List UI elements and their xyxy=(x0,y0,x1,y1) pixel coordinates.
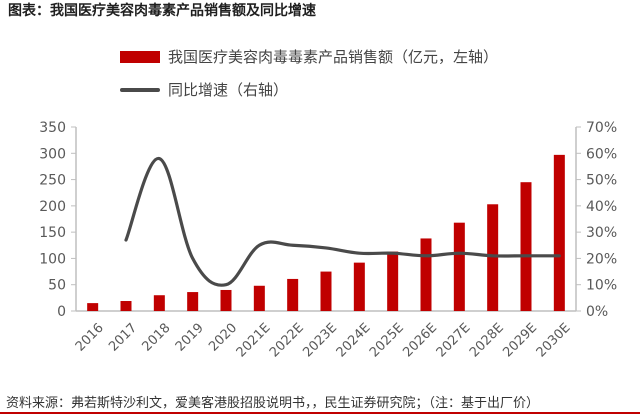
x-axis-tick-label: 2030E xyxy=(534,321,574,361)
right-axis-tick-label: 70% xyxy=(586,120,617,136)
x-axis-tick-label: 2025E xyxy=(367,321,407,361)
x-axis-tick-label: 2019 xyxy=(173,321,207,355)
right-axis-tick-label: 50% xyxy=(586,173,617,189)
legend-line-swatch xyxy=(120,87,160,92)
bar-2027E xyxy=(453,222,465,311)
left-axis-tick-label: 150 xyxy=(39,225,66,241)
x-axis-tick-label: 2018 xyxy=(140,321,174,355)
bar-2029E xyxy=(520,182,532,311)
legend-line-series: 同比增速（右轴） xyxy=(120,79,288,100)
left-axis-tick-label: 100 xyxy=(39,251,66,267)
bar-2030E xyxy=(553,154,565,311)
bar-2026E xyxy=(420,238,432,311)
growth-line xyxy=(124,156,561,287)
legend-bar-series: 我国医疗美容肉毒毒素产品销售额（亿元，左轴） xyxy=(120,46,498,67)
bar-2028E xyxy=(487,204,499,311)
bar-2020 xyxy=(220,289,232,311)
bar-2025E xyxy=(387,251,399,311)
right-axis-tick-label: 20% xyxy=(586,251,617,267)
right-axis-tick-label: 30% xyxy=(586,225,617,241)
bar-2019 xyxy=(187,292,199,311)
left-axis-tick-label: 200 xyxy=(39,199,66,215)
x-axis-tick-label: 2017 xyxy=(106,321,140,355)
x-axis-tick-label: 2027E xyxy=(434,321,474,361)
bar-2023E xyxy=(320,271,332,311)
x-axis-tick-label: 2029E xyxy=(500,321,540,361)
source-divider xyxy=(0,412,640,414)
x-axis-tick-label: 2022E xyxy=(267,321,307,361)
legend-line-label: 同比增速（右轴） xyxy=(168,81,289,99)
x-axis-tick-label: 2024E xyxy=(334,321,374,361)
bar-2021E xyxy=(253,285,265,311)
bar-2022E xyxy=(287,278,299,311)
x-axis-tick-label: 2023E xyxy=(300,321,340,361)
right-axis-tick-label: 40% xyxy=(586,199,617,215)
x-axis-tick-label: 2016 xyxy=(73,321,107,355)
right-axis-tick-label: 0% xyxy=(586,304,608,320)
bar-2018 xyxy=(153,295,165,311)
bar-2017 xyxy=(120,301,132,311)
x-axis-tick-label: 2026E xyxy=(400,321,440,361)
x-axis-tick-label: 2028E xyxy=(467,321,507,361)
right-axis-tick-label: 60% xyxy=(586,146,617,162)
x-axis-tick-label: 2021E xyxy=(234,321,274,361)
left-axis-tick-label: 50 xyxy=(48,278,66,294)
left-axis-tick-label: 0 xyxy=(57,304,66,320)
chart-title: 图表：我国医疗美容肉毒素产品销售额及同比增速 xyxy=(8,3,316,19)
left-axis-tick-label: 300 xyxy=(39,146,66,162)
right-axis-tick-label: 10% xyxy=(586,278,617,294)
bar-2024E xyxy=(353,262,365,311)
source-note: 资料来源：弗若斯特沙利文，爱美客港股招股说明书，，民生证券研究院；（注：基于出厂… xyxy=(6,396,540,411)
bar-2016 xyxy=(87,303,99,311)
legend-bar-label: 我国医疗美容肉毒毒素产品销售额（亿元，左轴） xyxy=(168,48,499,66)
left-axis-tick-label: 350 xyxy=(39,120,66,136)
left-axis-tick-label: 250 xyxy=(39,173,66,189)
legend-bar-swatch xyxy=(120,50,160,63)
